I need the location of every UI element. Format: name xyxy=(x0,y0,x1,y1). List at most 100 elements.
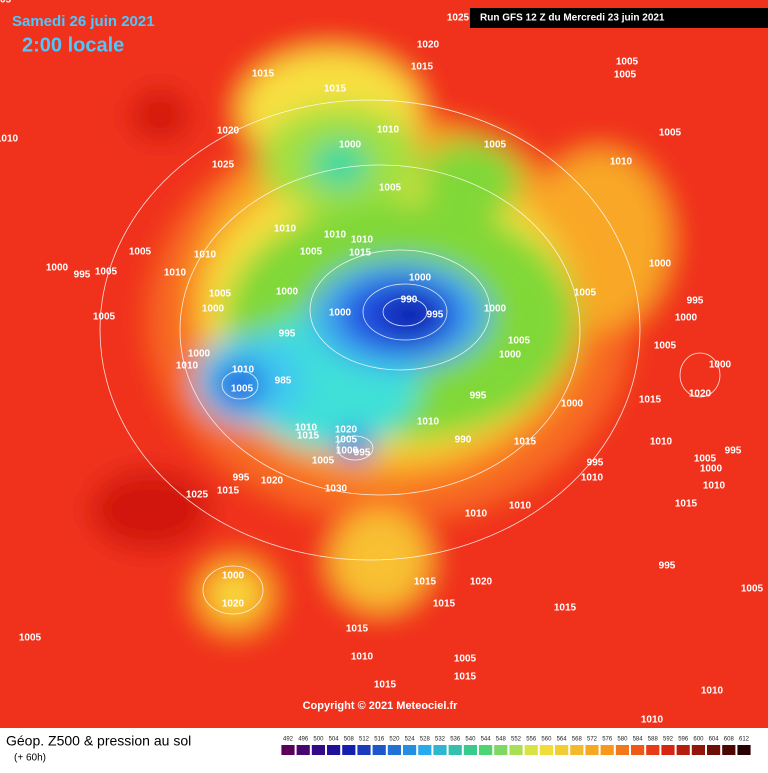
isobars xyxy=(99,99,721,615)
isobar-label: 995 xyxy=(587,458,604,469)
isobar-label: 1020 xyxy=(222,599,245,610)
scale-swatch xyxy=(418,745,432,755)
scale-swatch xyxy=(600,745,614,755)
isobar-label: 1015 xyxy=(297,431,320,442)
isobar-label: 1000 xyxy=(202,304,225,315)
scale-swatch xyxy=(585,745,599,755)
isobar-label: 1005 xyxy=(300,247,323,258)
isobar-label: 1020 xyxy=(261,476,284,487)
scale-label: 604 xyxy=(709,737,720,743)
scale-swatch xyxy=(311,745,325,755)
isobar-label: 1000 xyxy=(484,304,507,315)
scale-label: 500 xyxy=(313,737,324,743)
scale-swatch xyxy=(342,745,356,755)
scale-label: 532 xyxy=(435,737,446,743)
isobar-label: 1000 xyxy=(709,360,732,371)
scale-label: 516 xyxy=(374,737,385,743)
isobar-label: 1010 xyxy=(581,473,604,484)
isobar-label: 1000 xyxy=(329,308,352,319)
isobar-label: 1015 xyxy=(675,499,698,510)
isobar-label: 1010 xyxy=(295,423,318,434)
isobar-label: 985 xyxy=(275,376,292,387)
scale-label: 576 xyxy=(602,737,613,743)
isobar-label: 1010 xyxy=(176,361,199,372)
scale-label: 612 xyxy=(739,737,750,743)
isobar-label: 1000 xyxy=(222,571,245,582)
isobar-label: 1005 xyxy=(335,435,358,446)
scale-label: 588 xyxy=(648,737,659,743)
isobar-label: 1015 xyxy=(454,672,477,683)
scale-swatch xyxy=(661,745,675,755)
scale-label: 520 xyxy=(389,737,400,743)
scale-label: 584 xyxy=(633,737,644,743)
scale-label: 608 xyxy=(724,737,735,743)
isobar-label: 1010 xyxy=(351,652,374,663)
isobar-label: 1015 xyxy=(554,603,577,614)
scale-label: 536 xyxy=(450,737,461,743)
scale-label: 552 xyxy=(511,737,522,743)
isobar-label: 1015 xyxy=(324,84,347,95)
isobar-label: 1000 xyxy=(409,273,432,284)
isobar-label: 995 xyxy=(659,561,676,572)
isobar-label: 1010 xyxy=(650,437,673,448)
scale-swatch xyxy=(539,745,553,755)
scale-label: 492 xyxy=(283,737,294,743)
scale-swatch xyxy=(570,745,584,755)
scale-label: 524 xyxy=(405,737,416,743)
scale-swatch xyxy=(448,745,462,755)
isobar-label: 1000 xyxy=(276,287,299,298)
isobar-label: 995 xyxy=(279,329,296,340)
isobar-label: 1000 xyxy=(649,259,672,270)
scale-label: 556 xyxy=(526,737,537,743)
isobar-label: 1010 xyxy=(377,125,400,136)
scale-label: 528 xyxy=(420,737,431,743)
isobar-label: 1010 xyxy=(164,268,187,279)
scale-label: 568 xyxy=(572,737,583,743)
isobar-label: 1010 xyxy=(194,250,217,261)
footer-title: Géop. Z500 & pression au sol xyxy=(6,733,191,749)
isobar-label: 1005 xyxy=(231,384,254,395)
scale-label: 544 xyxy=(481,737,492,743)
isobar-label: 1010 xyxy=(465,509,488,520)
isobar-label: 995 xyxy=(74,270,91,281)
scale-label: 548 xyxy=(496,737,507,743)
isobar-label: 1015 xyxy=(374,680,397,691)
isobar-label: 1015 xyxy=(411,62,434,73)
isobar-label: 1020 xyxy=(417,40,440,51)
run-banner xyxy=(470,8,768,28)
isobar-label: 1000 xyxy=(188,349,211,360)
isobar-label: 1025 xyxy=(212,160,235,171)
isobar-label: 1005 xyxy=(741,584,764,595)
isobar-label: 1010 xyxy=(351,235,374,246)
isobar-label: 1005 xyxy=(95,267,118,278)
scale-swatch xyxy=(494,745,508,755)
isobar-label: 1030 xyxy=(325,484,348,495)
isobar-label: 1010 xyxy=(232,365,255,376)
isobar-label: 1005 xyxy=(93,312,116,323)
isobar-label: 1000 xyxy=(675,313,698,324)
scale-swatch xyxy=(691,745,705,755)
isobar-label: 1000 xyxy=(46,263,69,274)
scale-label: 592 xyxy=(663,737,674,743)
isobar-label: 995 xyxy=(687,296,704,307)
scale-swatch xyxy=(463,745,477,755)
isobar-label: 1020 xyxy=(217,126,240,137)
scale-label: 508 xyxy=(344,737,355,743)
isobar-label: 1005 xyxy=(659,128,682,139)
scale-label: 504 xyxy=(329,737,340,743)
isobar-label: 1005 xyxy=(614,70,637,81)
footer-lead: (+ 60h) xyxy=(14,753,46,764)
isobar-label: 1015 xyxy=(346,624,369,635)
scale-swatch xyxy=(403,745,417,755)
isobar-label: 1000 xyxy=(561,399,584,410)
scale-swatch xyxy=(479,745,493,755)
scale-swatch xyxy=(615,745,629,755)
isobar-label: 1010 xyxy=(641,715,664,726)
scale-swatch xyxy=(372,745,386,755)
scale-label: 540 xyxy=(465,737,476,743)
scale-swatch xyxy=(555,745,569,755)
date: Samedi 26 juin 2021 xyxy=(12,13,155,30)
scale-swatch xyxy=(387,745,401,755)
